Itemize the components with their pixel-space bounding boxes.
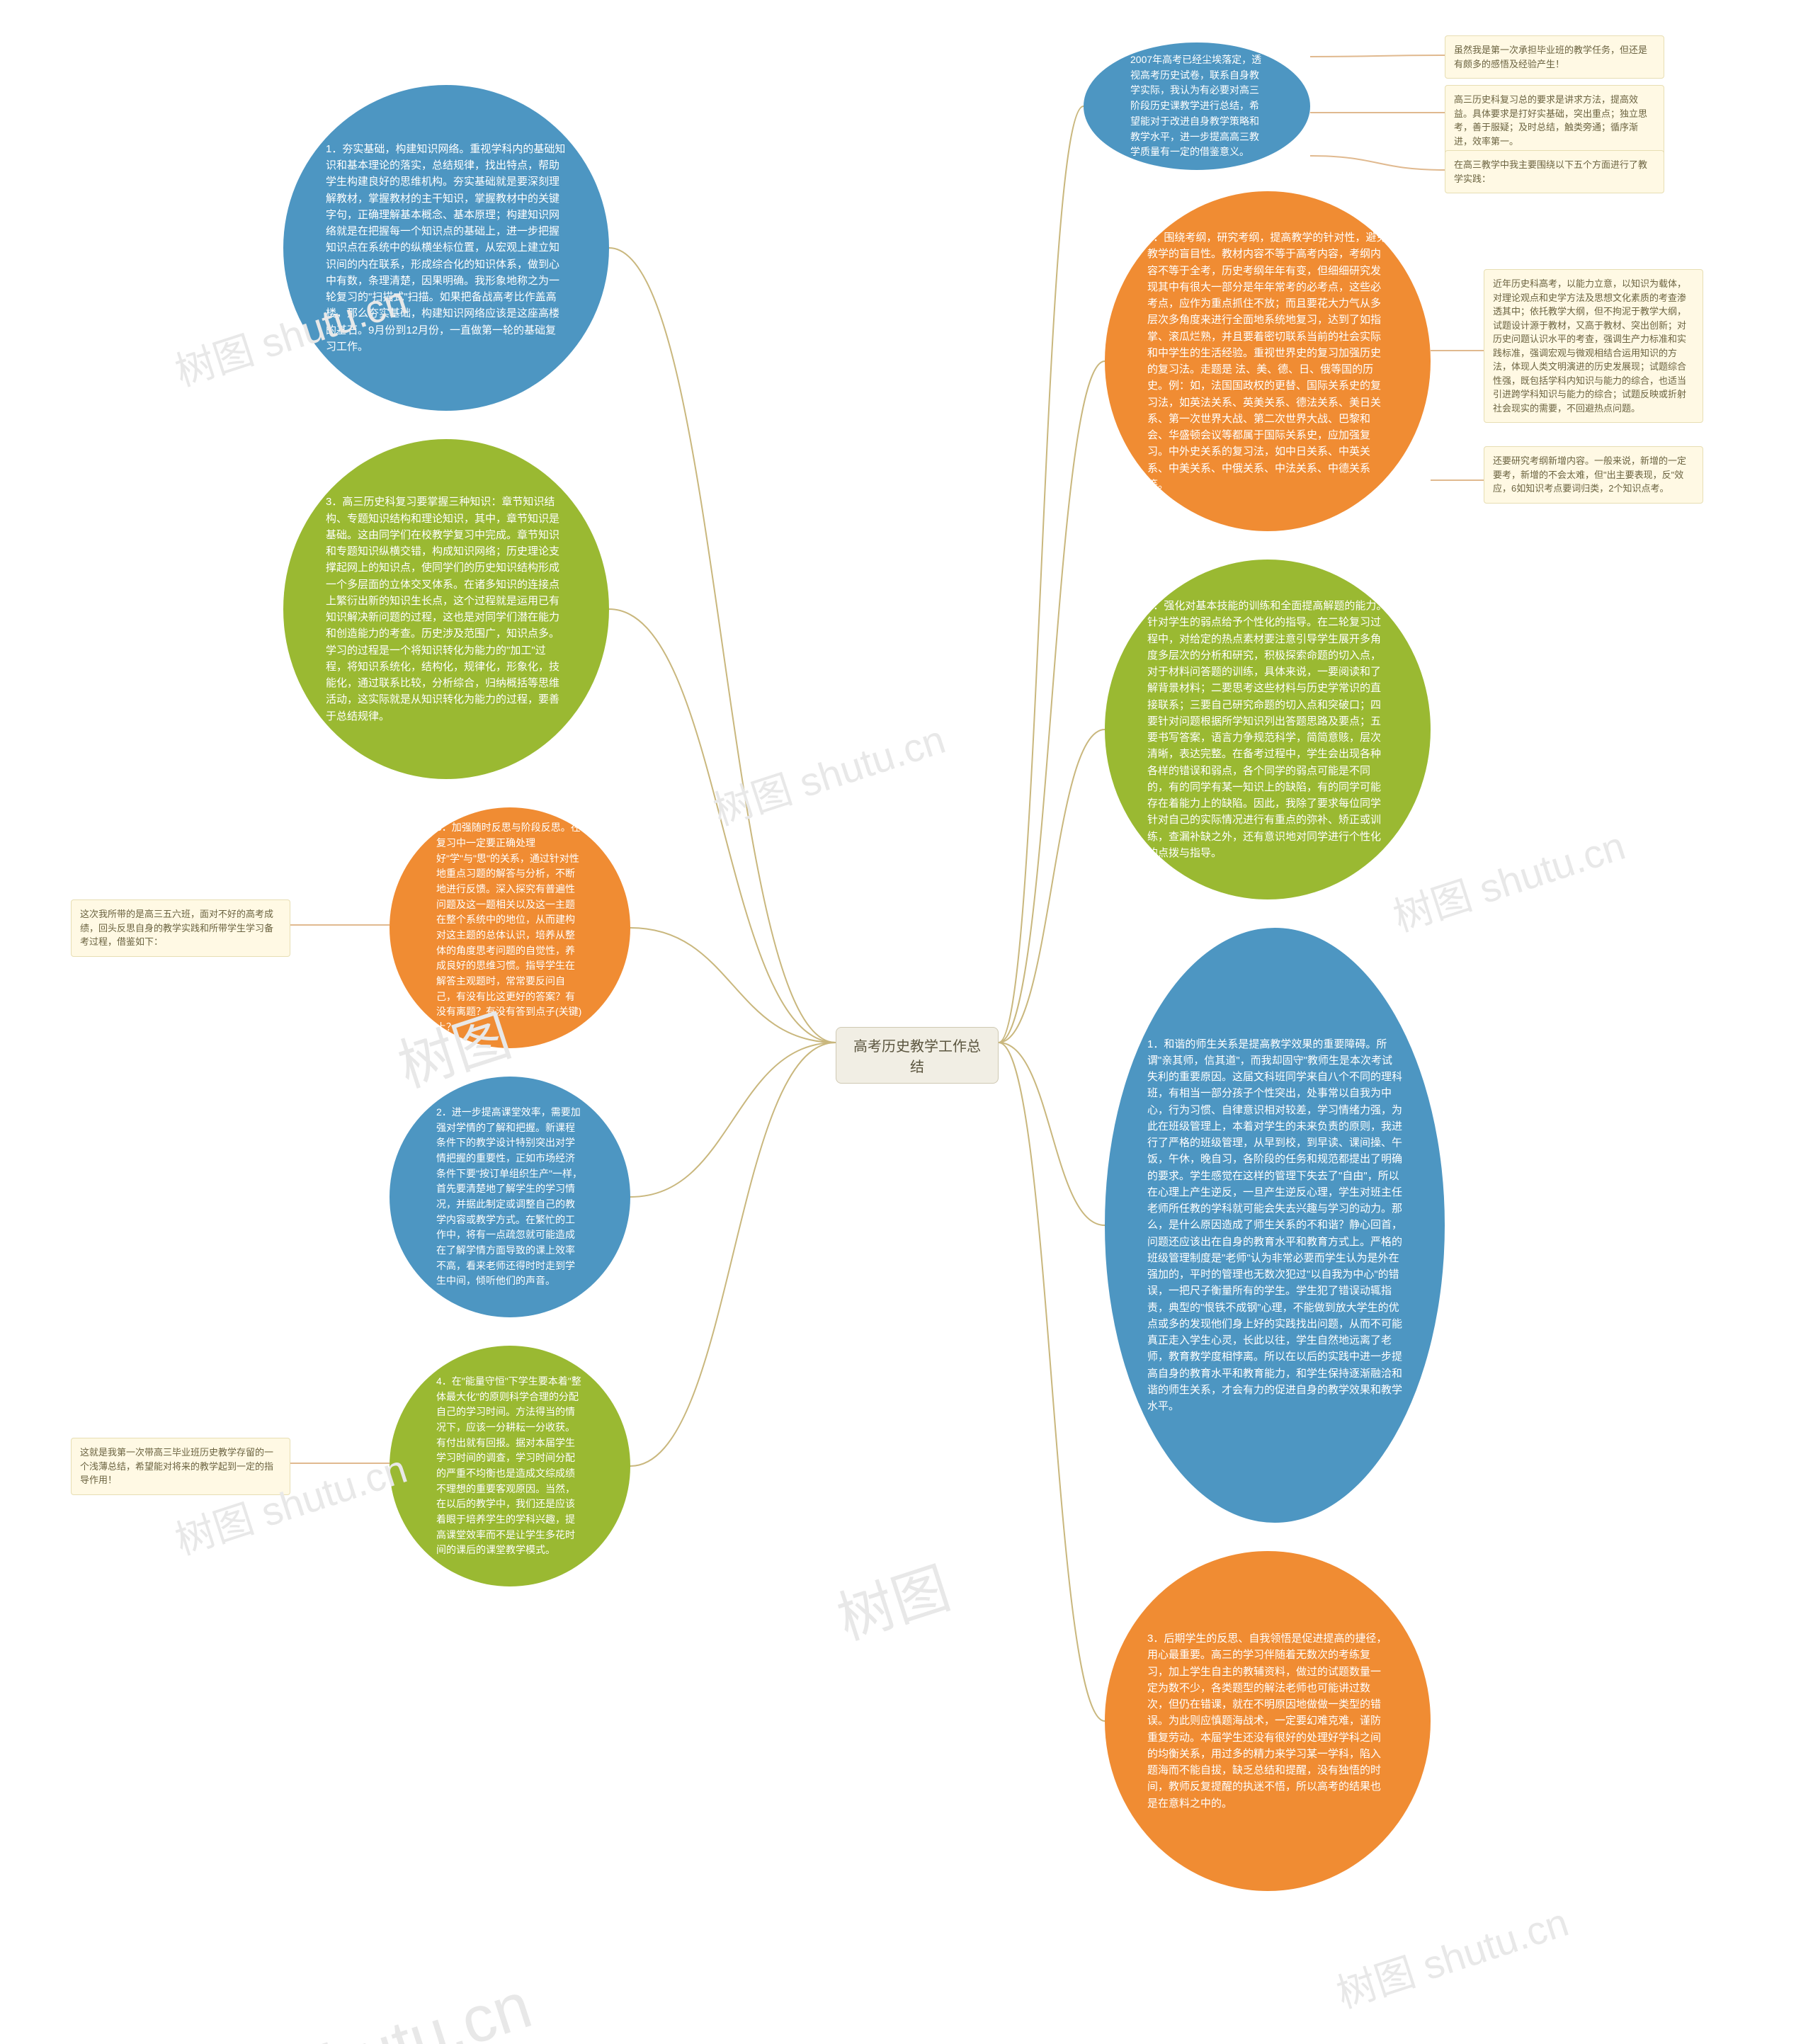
node-text: 2．进一步提高课堂效率，需要加强对学情的了解和把握。新课程条件下的教学设计特别突…: [432, 1105, 588, 1289]
mindmap-node[interactable]: 3．后期学生的反思、自我领悟是促进提高的捷径，用心最重要。高三的学习伴随着无数次…: [1105, 1551, 1431, 1891]
note: 还要研究考纲新增内容。一般来说，新增的一定要考，新增的不会太难，但"出主要表现，…: [1484, 446, 1703, 504]
root-node[interactable]: 高考历史教学工作总结: [836, 1027, 999, 1084]
node-text: 2．围绕考纲，研究考纲，提高教学的针对性，避免教学的盲目性。教材内容不等于高考内…: [1147, 229, 1388, 493]
note: 这就是我第一次带高三毕业班历史教学存留的一个浅薄总结，希望能对将来的教学起到一定…: [71, 1438, 290, 1495]
mindmap-node[interactable]: 4．在"能量守恒"下学生要本着"整体最大化"的原则科学合理的分配自己的学习时间。…: [390, 1346, 630, 1586]
mindmap-node[interactable]: 2．围绕考纲，研究考纲，提高教学的针对性，避免教学的盲目性。教材内容不等于高考内…: [1105, 191, 1431, 531]
node-text: 1．和谐的师生关系是提高教学效果的重要障碍。所谓"亲其师，信其道"，而我却固守"…: [1147, 1036, 1402, 1415]
watermark: 树图: [826, 1543, 959, 1656]
node-text: 4．在"能量守恒"下学生要本着"整体最大化"的原则科学合理的分配自己的学习时间。…: [432, 1374, 588, 1558]
mindmap-node[interactable]: 4．强化对基本技能的训练和全面提高解题的能力。针对学生的弱点给予个性化的指导。在…: [1105, 560, 1431, 899]
watermark: 树图 shutu.cn: [705, 708, 952, 837]
watermark: 树图 shutu.cn: [1329, 1891, 1575, 2020]
note: 在高三教学中我主要围绕以下五个方面进行了教学实践：: [1445, 150, 1664, 193]
mindmap-node[interactable]: 3．高三历史科复习要掌握三种知识：章节知识结构、专题知识结构和理论知识，其中，章…: [283, 439, 609, 779]
note: 高三历史科复习总的要求是讲求方法，提高效益。具体要求是打好实基础，突出重点；独立…: [1445, 85, 1664, 156]
watermark: 树图 shutu.cn: [137, 1953, 541, 2044]
note: 近年历史科高考，以能力立意，以知识为载体，对理论观点和史学方法及思想文化素质的考…: [1484, 269, 1703, 423]
mindmap-node[interactable]: 2．进一步提高课堂效率，需要加强对学情的了解和把握。新课程条件下的教学设计特别突…: [390, 1077, 630, 1317]
watermark: 树图 shutu.cn: [1385, 814, 1632, 943]
mindmap-node[interactable]: 1．夯实基础，构建知识网络。重视学科内的基础知识和基本理论的落实，总结规律，找出…: [283, 85, 609, 411]
node-text: 3．高三历史科复习要掌握三种知识：章节知识结构、专题知识结构和理论知识，其中，章…: [326, 494, 567, 725]
node-text: 2007年高考已经尘埃落定，透视高考历史试卷，联系自身教学实际，我认为有必要对高…: [1126, 52, 1268, 160]
node-text: 1．夯实基础，构建知识网络。重视学科内的基础知识和基本理论的落实，总结规律，找出…: [326, 141, 567, 355]
node-text: 5．加强随时反思与阶段反思。在复习中一定要正确处理好"学"与"思"的关系，通过针…: [432, 820, 588, 1035]
node-text: 3．后期学生的反思、自我领悟是促进提高的捷径，用心最重要。高三的学习伴随着无数次…: [1147, 1630, 1388, 1812]
note: 这次我所带的是高三五六班，面对不好的高考成绩，回头反思自身的教学实践和所带学生学…: [71, 899, 290, 957]
root-label: 高考历史教学工作总结: [853, 1039, 981, 1075]
note: 虽然我是第一次承担毕业班的教学任务，但还是有颇多的感悟及经验产生！: [1445, 35, 1664, 79]
mindmap-node[interactable]: 1．和谐的师生关系是提高教学效果的重要障碍。所谓"亲其师，信其道"，而我却固守"…: [1105, 928, 1445, 1523]
mindmap-node[interactable]: 2007年高考已经尘埃落定，透视高考历史试卷，联系自身教学实际，我认为有必要对高…: [1084, 42, 1310, 170]
node-text: 4．强化对基本技能的训练和全面提高解题的能力。针对学生的弱点给予个性化的指导。在…: [1147, 598, 1388, 861]
mindmap-node[interactable]: 5．加强随时反思与阶段反思。在复习中一定要正确处理好"学"与"思"的关系，通过针…: [390, 807, 630, 1048]
